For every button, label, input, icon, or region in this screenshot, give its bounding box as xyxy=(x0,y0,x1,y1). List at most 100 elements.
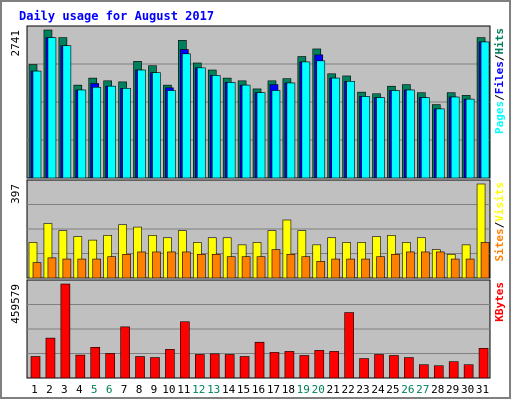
bar-pages-day-14 xyxy=(226,82,236,179)
bar-sites-day-15 xyxy=(241,256,251,279)
bar-kbytes-day-23 xyxy=(359,358,369,379)
y-label-sites: Sites xyxy=(493,228,506,261)
bar-kbytes-day-15 xyxy=(239,356,250,379)
bar-pages-day-6 xyxy=(107,85,116,179)
x-tick-label-8: 8 xyxy=(136,383,143,396)
bar-sites-day-10 xyxy=(167,251,176,279)
x-tick-label-3: 3 xyxy=(61,383,68,396)
bar-pages-day-9 xyxy=(152,72,161,179)
bar-pages-day-29 xyxy=(450,96,460,179)
bar-kbytes-day-30 xyxy=(463,364,474,379)
y-series-label: Sites/Visits xyxy=(493,182,506,262)
x-tick-label-23: 23 xyxy=(356,383,369,396)
bar-kbytes-day-27 xyxy=(419,364,429,379)
y-max-label: 2741 xyxy=(9,30,22,57)
bar-pages-day-31 xyxy=(480,41,490,179)
bar-sites-day-28 xyxy=(435,251,445,279)
y-series-label: Pages/Files/Hits xyxy=(493,28,506,134)
bar-sites-day-13 xyxy=(211,254,221,279)
bar-kbytes-day-8 xyxy=(135,356,145,379)
bar-pages-day-13 xyxy=(211,75,221,179)
x-tick-label-25: 25 xyxy=(386,383,399,396)
x-tick-label-11: 11 xyxy=(177,383,190,396)
bar-pages-day-5 xyxy=(92,86,102,179)
x-tick-label-26: 26 xyxy=(401,383,414,396)
bar-pages-day-8 xyxy=(137,69,146,179)
bar-kbytes-day-29 xyxy=(448,361,459,379)
bar-pages-day-23 xyxy=(361,96,370,179)
bar-sites-day-24 xyxy=(376,256,385,279)
bar-pages-day-22 xyxy=(346,81,355,179)
bar-kbytes-day-31 xyxy=(478,348,489,379)
bar-sites-day-26 xyxy=(406,251,415,279)
bar-pages-day-12 xyxy=(196,67,206,179)
bar-pages-day-4 xyxy=(77,89,87,179)
bar-kbytes-day-1 xyxy=(30,356,41,379)
bar-pages-day-3 xyxy=(62,45,72,179)
bar-kbytes-day-18 xyxy=(284,351,295,379)
bar-sites-day-23 xyxy=(361,258,370,279)
x-axis-labels: 1 2 3 4 5 6 7 8 9 10 11 12 13 14 15 16 17 18 19 20 21 22 23 24 2… xyxy=(31,383,489,396)
x-tick-label-17: 17 xyxy=(267,383,280,396)
bar-sites-day-2 xyxy=(47,257,57,279)
x-tick-label-9: 9 xyxy=(151,383,158,396)
bar-pages-day-11 xyxy=(182,53,191,179)
x-tick-label-14: 14 xyxy=(222,383,236,396)
bar-sites-day-27 xyxy=(421,251,430,279)
bar-kbytes-day-20 xyxy=(314,350,325,379)
bar-kbytes-day-19 xyxy=(299,355,310,379)
bar-pages-day-21 xyxy=(331,77,341,179)
bar-sites-day-19 xyxy=(301,256,311,279)
x-tick-label-1: 1 xyxy=(31,383,38,396)
bar-sites-day-8 xyxy=(137,251,146,279)
x-tick-label-15: 15 xyxy=(237,383,250,396)
y-series-label: KBytes xyxy=(493,282,506,322)
x-tick-label-24: 24 xyxy=(371,383,385,396)
bar-pages-day-30 xyxy=(465,98,475,179)
bar-sites-day-6 xyxy=(107,256,116,279)
y-label-separator: / xyxy=(493,54,506,61)
bar-kbytes-day-16 xyxy=(254,341,265,379)
bar-sites-day-31 xyxy=(480,242,490,279)
bar-kbytes-day-24 xyxy=(374,354,384,379)
x-tick-label-22: 22 xyxy=(341,383,354,396)
bar-sites-day-20 xyxy=(316,261,326,279)
bar-kbytes-day-7 xyxy=(120,326,130,379)
bar-pages-day-1 xyxy=(32,70,42,179)
bar-kbytes-day-12 xyxy=(194,354,205,379)
bar-pages-day-7 xyxy=(122,88,131,179)
bar-pages-day-24 xyxy=(376,97,385,179)
bar-kbytes-day-22 xyxy=(344,312,354,379)
x-tick-label-30: 30 xyxy=(461,383,474,396)
y-label-visits: Visits xyxy=(493,182,506,222)
bar-kbytes-day-21 xyxy=(329,351,340,379)
y-label-kbytes: KBytes xyxy=(493,282,506,322)
panels-layer: 2741Pages/Files/Hits397Sites/Visits45957… xyxy=(9,25,506,379)
chart-title: Daily usage for August 2017 xyxy=(19,9,214,23)
bar-sites-day-18 xyxy=(286,254,296,279)
bar-pages-day-19 xyxy=(301,61,311,179)
x-tick-label-6: 6 xyxy=(106,383,113,396)
bar-kbytes-day-3 xyxy=(60,283,71,379)
bar-sites-day-11 xyxy=(182,251,191,279)
bar-pages-day-25 xyxy=(391,90,400,179)
bar-sites-day-5 xyxy=(92,258,102,279)
x-tick-label-18: 18 xyxy=(282,383,295,396)
y-max-label: 459579 xyxy=(9,284,22,324)
bar-sites-day-14 xyxy=(226,256,236,279)
bar-sites-day-21 xyxy=(331,258,341,279)
bar-sites-day-12 xyxy=(196,254,206,279)
x-tick-label-20: 20 xyxy=(312,383,325,396)
y-label-separator: / xyxy=(493,221,506,228)
x-tick-label-13: 13 xyxy=(207,383,220,396)
x-tick-label-16: 16 xyxy=(252,383,265,396)
x-tick-label-7: 7 xyxy=(121,383,128,396)
bar-kbytes-day-2 xyxy=(45,337,56,379)
bar-sites-day-1 xyxy=(32,262,42,279)
bar-kbytes-day-25 xyxy=(389,355,399,379)
y-label-pages: Pages xyxy=(493,101,506,134)
x-tick-label-5: 5 xyxy=(91,383,98,396)
